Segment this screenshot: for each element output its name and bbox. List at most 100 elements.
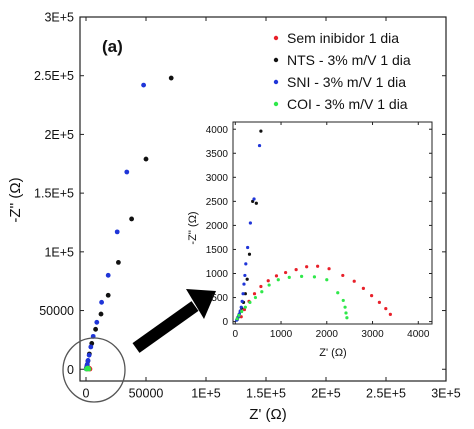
main-y-axis-label: -Z'' (Ω) xyxy=(7,177,24,222)
main-point-sni xyxy=(94,319,100,325)
inset-y-tick-label: 1500 xyxy=(206,245,229,256)
main-point-sni xyxy=(114,229,120,235)
inset-axis-ticks: 0 1000 2000 3000 4000 0 500 1000 1500 2000 2500 300… xyxy=(206,122,432,340)
main-axis-ticks: 0 50000 1E+5 1.5E+5 2E+5 2.5E+5 3E+50500001E+5… xyxy=(34,11,461,401)
main-point-nts xyxy=(168,75,174,81)
panel-label: (a) xyxy=(102,37,123,56)
inset-point-coi xyxy=(344,311,348,315)
inset-point-nts xyxy=(259,129,263,133)
inset-y-tick-label: 3500 xyxy=(206,149,229,160)
inset-point-coi xyxy=(341,298,345,303)
legend-label-nts: NTS - 3% m/V 1 dia xyxy=(287,52,411,68)
legend-item-coi: COI - 3% m/V 1 dia xyxy=(273,96,408,112)
inset-point-coi xyxy=(237,313,241,317)
inset-point-sem xyxy=(266,279,270,283)
inset-point-nts xyxy=(245,277,249,281)
main-point-sni xyxy=(85,358,91,363)
inset-point-sni xyxy=(257,143,262,148)
inset-point-coi xyxy=(240,309,244,314)
main-point-sni xyxy=(141,82,147,88)
zoom-arrow-head xyxy=(186,289,216,319)
inset-point-sni xyxy=(244,262,248,266)
inset-y-tick-label: 3000 xyxy=(206,173,229,184)
inset-background xyxy=(233,122,432,324)
main-point-nts xyxy=(93,326,98,332)
inset-point-nts xyxy=(243,292,247,296)
inset-x-axis-label: Z' (Ω) xyxy=(319,347,346,359)
inset-point-coi xyxy=(312,275,317,279)
main-y-tick-label: 2.5E+5 xyxy=(34,69,74,83)
inset-point-sem xyxy=(316,264,320,268)
inset-y-tick-label: 500 xyxy=(211,293,228,304)
main-x-tick-label: 0 xyxy=(83,387,90,401)
legend-label-sni: SNI - 3% m/V 1 dia xyxy=(287,74,406,90)
inset-point-coi xyxy=(276,278,280,282)
inset-y-tick-label: 1000 xyxy=(206,269,229,280)
inset-y-tick-label: 0 xyxy=(222,317,228,328)
inset-point-sem xyxy=(274,274,279,278)
inset-point-nts xyxy=(251,199,255,203)
legend-marker-sni xyxy=(273,79,279,85)
inset-y-tick-label: 2000 xyxy=(206,221,229,232)
legend: Sem inibidor 1 dia NTS - 3% m/V 1 dia SN… xyxy=(273,30,411,112)
inset-point-sem xyxy=(377,300,381,304)
inset-point-sem xyxy=(305,265,309,269)
inset-point-sem xyxy=(352,279,356,283)
inset-point-sem xyxy=(327,267,331,271)
inset-point-sem xyxy=(341,273,345,278)
main-point-sni xyxy=(124,169,130,175)
legend-item-sem-inibidor: Sem inibidor 1 dia xyxy=(273,30,399,46)
main-y-tick-label: 0 xyxy=(67,363,74,377)
inset-point-coi xyxy=(300,274,304,278)
inset-point-sni xyxy=(248,221,252,225)
inset-point-sem xyxy=(370,294,374,298)
main-y-tick-label: 3E+5 xyxy=(44,11,74,25)
main-y-tick-label: 50000 xyxy=(39,304,74,318)
main-point-sni xyxy=(88,344,94,350)
inset-point-sem xyxy=(294,268,298,272)
legend-label-coi: COI - 3% m/V 1 dia xyxy=(287,96,408,112)
main-point-sni xyxy=(86,352,92,358)
main-y-tick-label: 2E+5 xyxy=(44,128,74,142)
main-point-nts xyxy=(129,216,135,222)
inset-point-coi xyxy=(343,305,347,309)
inset-point-coi xyxy=(260,290,264,294)
legend-marker-nts xyxy=(273,57,279,63)
main-x-tick-label: 3E+5 xyxy=(431,387,461,401)
inset-x-tick-label: 3000 xyxy=(361,329,384,340)
main-x-axis-label: Z' (Ω) xyxy=(249,406,286,423)
legend-item-nts: NTS - 3% m/V 1 dia xyxy=(273,52,411,68)
inset-point-coi xyxy=(287,275,291,279)
inset-point-sni xyxy=(240,299,244,303)
inset-point-sni xyxy=(239,305,243,309)
inset-x-tick-label: 1000 xyxy=(270,329,293,340)
inset-point-nts xyxy=(247,252,252,256)
main-y-tick-label: 1.5E+5 xyxy=(34,187,74,201)
inset-point-sni xyxy=(242,282,246,286)
inset-point-sni xyxy=(241,292,245,296)
inset-plot-area: 0 1000 2000 3000 4000 0 500 1000 1500 2000 2500 300… xyxy=(187,121,433,359)
inset-point-sem xyxy=(361,286,365,291)
main-x-tick-label: 1.5E+5 xyxy=(246,387,286,401)
inset-point-sem xyxy=(388,312,392,316)
legend-marker-sem-inibidor xyxy=(273,35,279,41)
inset-point-sni xyxy=(246,245,250,250)
inset-x-tick-label: 2000 xyxy=(316,329,339,340)
inset-point-coi xyxy=(235,317,239,321)
main-point-nts xyxy=(116,260,121,265)
legend-item-sni: SNI - 3% m/V 1 dia xyxy=(273,74,406,90)
main-x-tick-label: 50000 xyxy=(129,387,164,401)
zoom-arrow xyxy=(132,289,216,353)
inset-point-sem xyxy=(252,292,257,296)
inset-point-coi xyxy=(336,291,340,295)
zoom-region-circle xyxy=(62,337,126,403)
main-plot-frame xyxy=(79,16,447,382)
main-x-tick-label: 2E+5 xyxy=(311,387,341,401)
inset-data-points xyxy=(235,129,392,322)
inset-point-sni xyxy=(243,273,247,278)
main-point-sni xyxy=(99,299,104,305)
main-x-tick-label: 2.5E+5 xyxy=(366,387,406,401)
inset-point-coi xyxy=(253,295,258,300)
